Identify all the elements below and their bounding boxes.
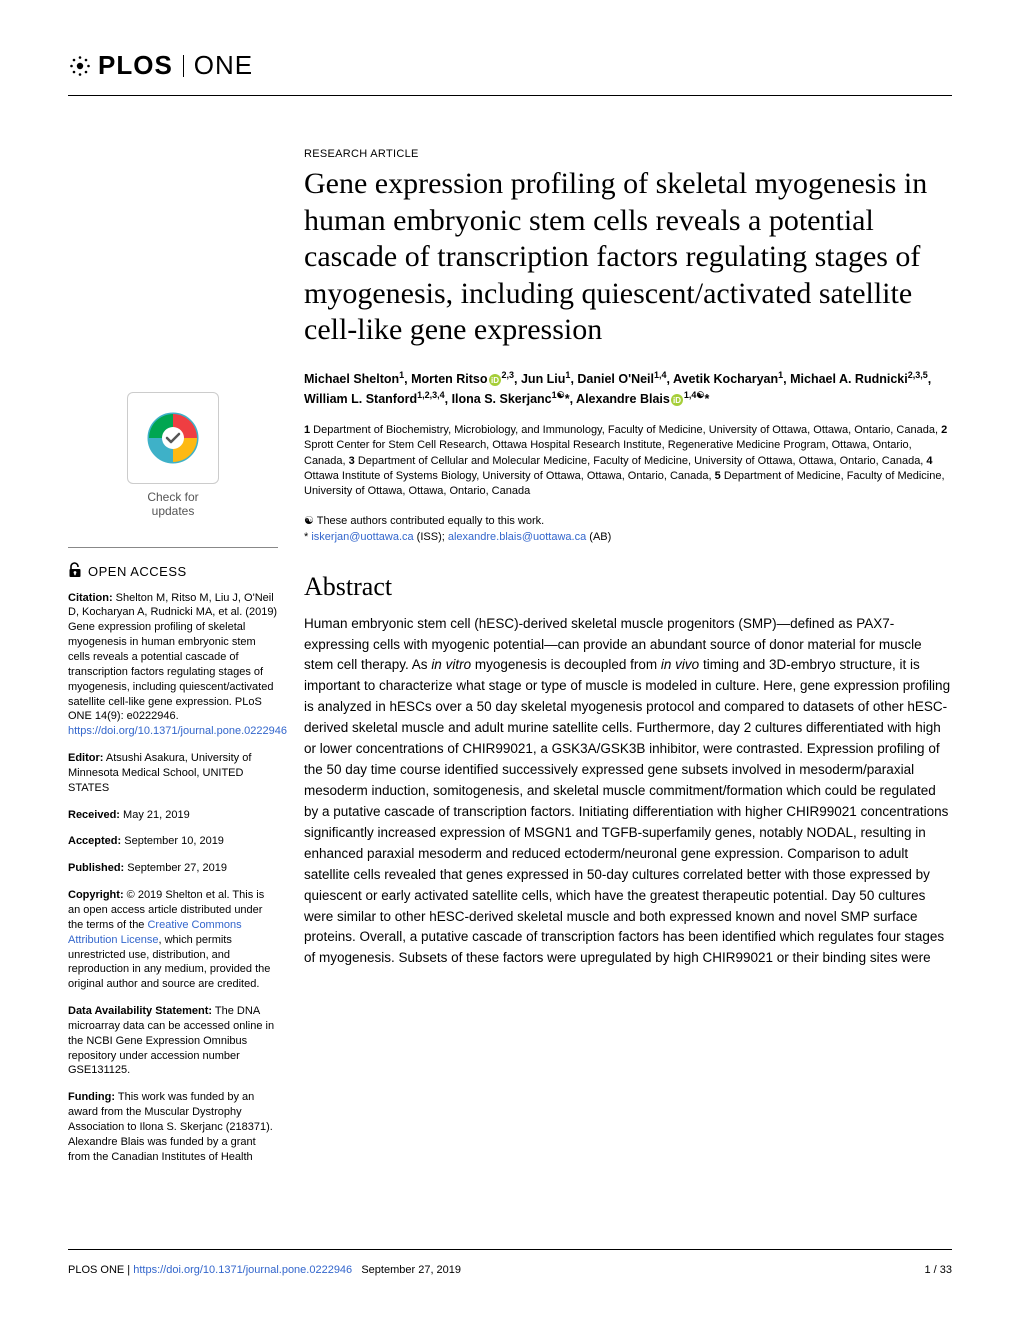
- orcid-icon[interactable]: iD: [671, 394, 683, 406]
- copyright-label: Copyright:: [68, 889, 124, 901]
- open-access-label: OPEN ACCESS: [88, 563, 187, 581]
- svg-text:iD: iD: [673, 396, 681, 405]
- received-label: Received:: [68, 809, 120, 821]
- check-for-updates[interactable]: Check for updates: [121, 392, 226, 519]
- footer-page-number: 1 / 33: [924, 1264, 952, 1276]
- authors-list: Michael Shelton1, Morten RitsoiD2,3, Jun…: [304, 369, 952, 409]
- data-availability-block: Data Availability Statement: The DNA mic…: [68, 1004, 278, 1078]
- corresponding-authors: * iskerjan@uottawa.ca (ISS); alexandre.b…: [304, 530, 952, 546]
- published-block: Published: September 27, 2019: [68, 861, 278, 876]
- lock-open-icon: [68, 562, 82, 583]
- citation-doi-link[interactable]: https://doi.org/10.1371/journal.pone.022…: [68, 725, 287, 737]
- corr-email-2[interactable]: alexandre.blais@uottawa.ca: [448, 531, 586, 543]
- article-title: Gene expression profiling of skeletal my…: [304, 166, 952, 349]
- svg-text:iD: iD: [491, 376, 499, 385]
- copyright-block: Copyright: © 2019 Shelton et al. This is…: [68, 888, 278, 992]
- sidebar-divider: [68, 547, 278, 548]
- abstract-body: Human embryonic stem cell (hESC)-derived…: [304, 614, 952, 970]
- citation-label: Citation:: [68, 592, 113, 604]
- published-label: Published:: [68, 862, 124, 874]
- footer-left: PLOS ONE | https://doi.org/10.1371/journ…: [68, 1264, 461, 1276]
- page-container: PLOS ONE Check for updates: [0, 0, 1020, 1320]
- logo-one: ONE: [194, 50, 253, 81]
- corr-email-1[interactable]: iskerjan@uottawa.ca: [311, 531, 413, 543]
- data-label: Data Availability Statement:: [68, 1005, 212, 1017]
- accepted-block: Accepted: September 10, 2019: [68, 834, 278, 849]
- abstract-heading: Abstract: [304, 572, 952, 602]
- page-footer: PLOS ONE | https://doi.org/10.1371/journ…: [68, 1264, 952, 1276]
- received-block: Received: May 21, 2019: [68, 808, 278, 823]
- logo-divider: [183, 55, 184, 77]
- editor-block: Editor: Atsushi Asakura, University of M…: [68, 751, 278, 796]
- logo-plos: PLOS: [98, 50, 173, 81]
- contribution-notes: ☯ These authors contributed equally to t…: [304, 514, 952, 546]
- sidebar: Check for updates OPEN ACCESS Citation: …: [68, 392, 278, 1176]
- journal-logo: PLOS ONE: [68, 50, 253, 81]
- article-type: RESEARCH ARTICLE: [304, 148, 952, 160]
- citation-block: Citation: Shelton M, Ritso M, Liu J, O'N…: [68, 591, 278, 739]
- main-column: RESEARCH ARTICLE Gene expression profili…: [304, 148, 952, 969]
- funding-block: Funding: This work was funded by an awar…: [68, 1090, 278, 1164]
- equal-contribution: ☯ These authors contributed equally to t…: [304, 514, 952, 530]
- affiliations: 1 Department of Biochemistry, Microbiolo…: [304, 423, 952, 500]
- orcid-icon[interactable]: iD: [489, 374, 501, 386]
- crossmark-badge[interactable]: [127, 392, 219, 484]
- check-updates-label: Check for updates: [121, 490, 226, 519]
- open-access: OPEN ACCESS: [68, 562, 278, 583]
- funding-label: Funding:: [68, 1091, 115, 1103]
- accepted-text: September 10, 2019: [121, 835, 224, 847]
- editor-label: Editor:: [68, 752, 103, 764]
- footer-rule: [68, 1249, 952, 1250]
- gear-icon: [68, 54, 92, 78]
- accepted-label: Accepted:: [68, 835, 121, 847]
- footer-doi-link[interactable]: https://doi.org/10.1371/journal.pone.022…: [133, 1264, 352, 1276]
- received-text: May 21, 2019: [120, 809, 190, 821]
- header-rule: [68, 95, 952, 96]
- published-text: September 27, 2019: [124, 862, 227, 874]
- citation-text: Shelton M, Ritso M, Liu J, O'Neil D, Koc…: [68, 592, 277, 723]
